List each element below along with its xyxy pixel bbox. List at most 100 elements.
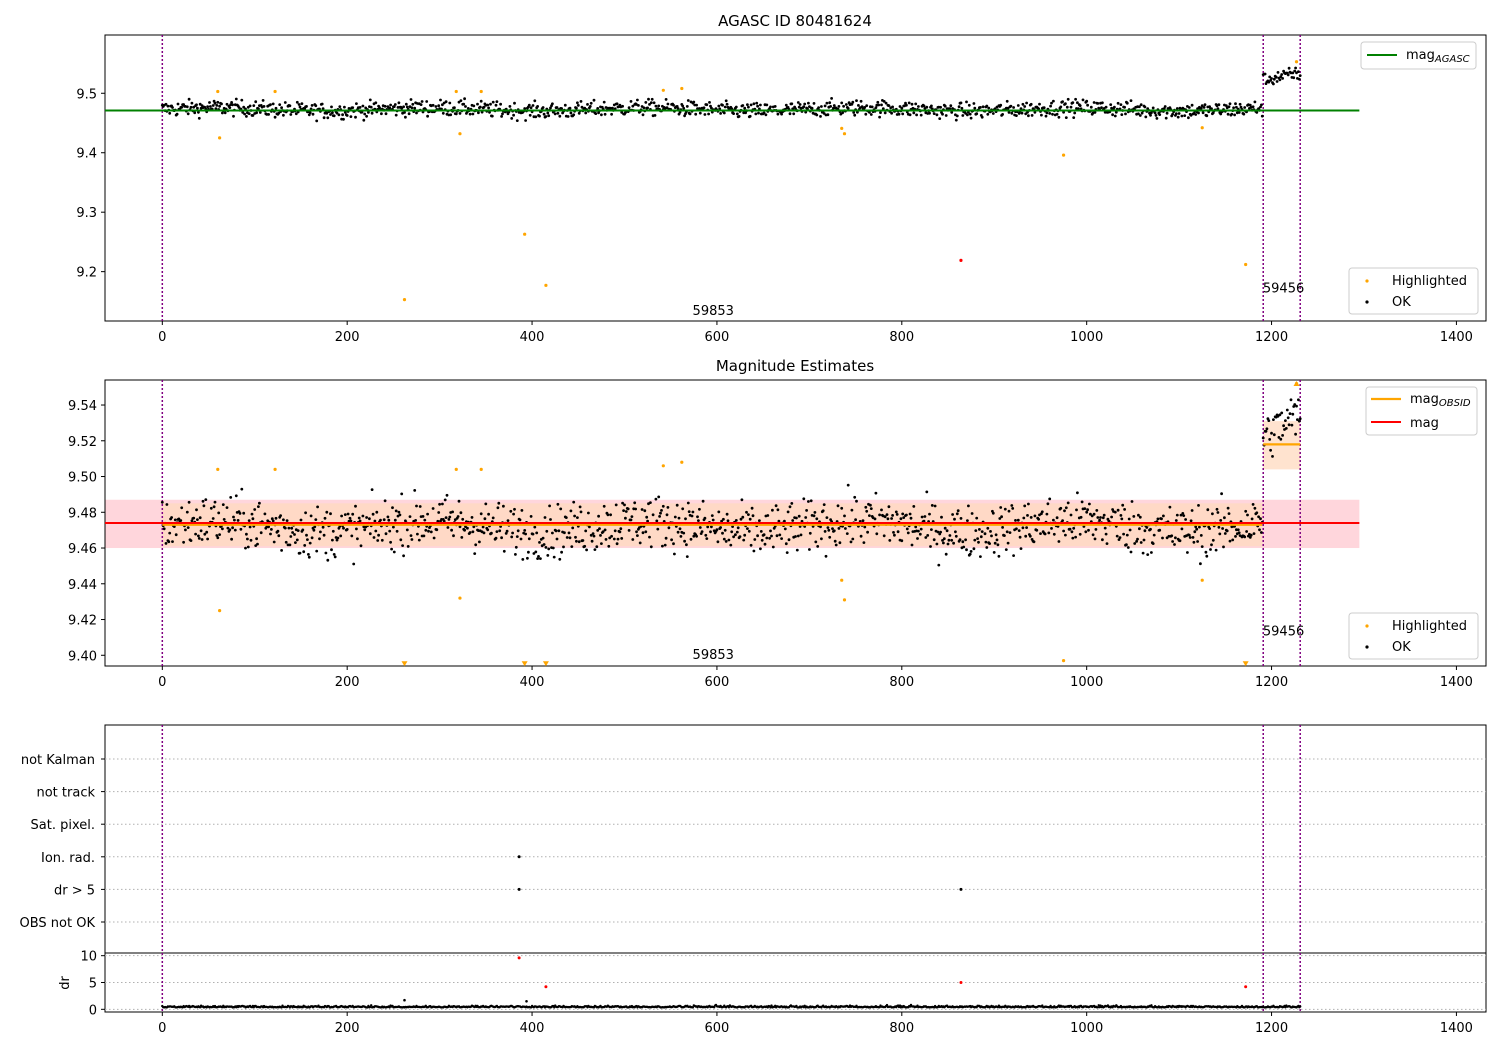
ok-point (452, 534, 455, 538)
ok-point (389, 103, 392, 107)
x-tick-label: 1000 (1070, 330, 1103, 345)
ok-point (197, 110, 200, 114)
ok-point (902, 516, 906, 519)
ok-point (247, 112, 251, 115)
ok-point (579, 100, 583, 103)
ok-point (283, 101, 287, 104)
ok-point (958, 538, 962, 542)
ok-point (293, 533, 296, 536)
legend-label-highlighted: Highlighted (1392, 619, 1467, 634)
ok-point (197, 537, 201, 540)
ok-point (1042, 106, 1046, 110)
ok-point (547, 114, 551, 118)
ok-point (724, 540, 728, 543)
ok-point (1129, 99, 1133, 102)
ok-point (610, 112, 613, 116)
ok-point (853, 113, 857, 117)
ok-point (1277, 436, 1281, 439)
ok-point (369, 105, 373, 109)
ok-point (383, 499, 387, 503)
ok-point (831, 527, 834, 530)
ok-point (790, 502, 794, 505)
ok-point (194, 532, 198, 536)
ok-point (267, 525, 270, 529)
ok-point (653, 114, 657, 117)
dr-point (885, 1003, 889, 1007)
ok-point (1057, 115, 1061, 119)
x-tick-label: 0 (158, 330, 166, 345)
ok-point (220, 102, 223, 106)
ok-point (312, 528, 316, 532)
ok-point (648, 535, 651, 539)
ok-point (1037, 107, 1040, 111)
ok-point (425, 100, 429, 103)
ok-point (651, 513, 655, 517)
ok-point (215, 104, 219, 107)
ok-point (557, 529, 561, 533)
ok-point (441, 502, 444, 506)
ok-point (308, 111, 312, 115)
ok-point (1064, 116, 1068, 119)
ok-point (859, 99, 863, 103)
ok-point (716, 540, 720, 544)
ok-point (999, 506, 1003, 509)
ok-point (725, 512, 729, 516)
ok-point (1039, 532, 1042, 535)
ok-point (1251, 105, 1255, 109)
ok-point (749, 543, 753, 547)
ok-point (742, 538, 746, 542)
legend-box (1348, 612, 1479, 660)
ok-point (402, 105, 405, 109)
ok-point (1129, 550, 1133, 554)
ok-point (1279, 75, 1283, 78)
ok-point (877, 103, 881, 107)
ok-point (539, 557, 542, 560)
ok-point (869, 503, 872, 507)
ok-point (484, 502, 488, 506)
ok-point (441, 111, 445, 115)
ok-point (388, 106, 392, 110)
ok-point (1073, 111, 1077, 115)
ok-point (900, 106, 904, 110)
flag-point (517, 887, 521, 891)
ok-point (576, 101, 579, 105)
ok-point (1085, 99, 1089, 103)
dr-point (1097, 1004, 1100, 1007)
x-tick-label: 1400 (1440, 675, 1473, 690)
ok-point (333, 555, 337, 559)
ok-point (1033, 514, 1037, 518)
ok-point (740, 498, 744, 502)
ok-point (939, 105, 942, 109)
ok-point (404, 115, 407, 119)
ok-point (780, 537, 783, 540)
ok-point (443, 498, 447, 502)
ok-point (1227, 105, 1231, 109)
ok-point (1297, 398, 1300, 402)
ok-point (1125, 101, 1129, 105)
ok-point (646, 519, 649, 523)
ok-point (1252, 532, 1256, 535)
ok-point (187, 97, 191, 101)
ok-point (309, 514, 313, 518)
ok-point (868, 514, 871, 517)
ok-point (874, 106, 878, 109)
highlighted-point (680, 460, 684, 464)
ok-point (723, 105, 727, 109)
ok-point (844, 103, 848, 106)
ok-point (1238, 102, 1242, 106)
ok-point (866, 530, 869, 534)
ok-point (760, 538, 764, 542)
ok-point (1062, 529, 1065, 533)
ok-point (935, 542, 939, 546)
ok-point (1130, 500, 1134, 503)
ok-point (634, 507, 637, 511)
legend-subscript: OBSID (1439, 398, 1471, 409)
ok-point (620, 537, 624, 540)
y-tick-label: 9.3 (76, 206, 97, 221)
ok-point (1259, 105, 1262, 109)
ok-point (944, 114, 948, 117)
ok-point (589, 101, 593, 105)
ok-point (757, 111, 760, 115)
ok-point (592, 98, 596, 102)
